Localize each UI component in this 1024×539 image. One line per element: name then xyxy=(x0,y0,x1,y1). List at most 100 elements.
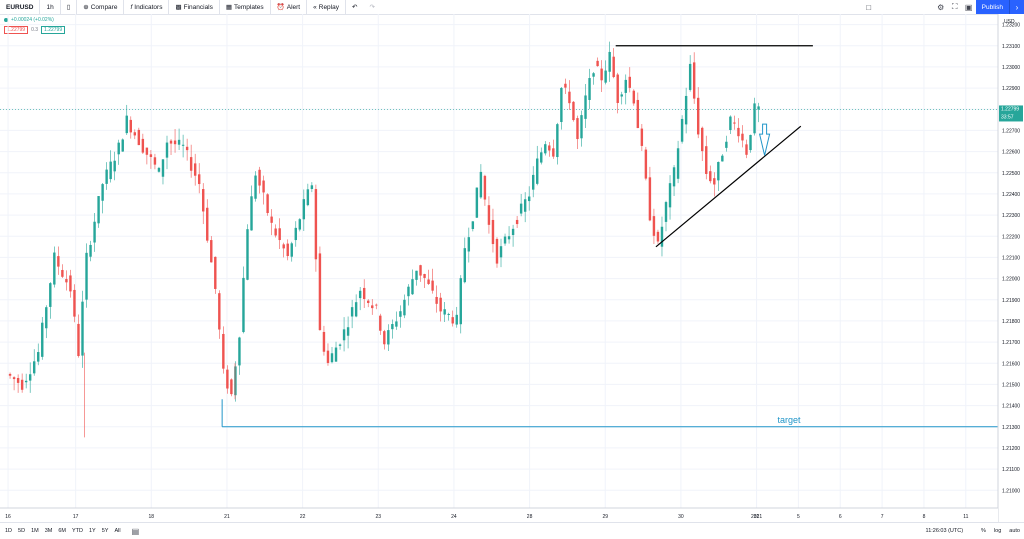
timeframe-1y[interactable]: 1Y xyxy=(88,528,96,534)
time-tick-label: 17 xyxy=(73,514,79,520)
alert-button[interactable]: ⏰ Alert xyxy=(271,0,308,14)
compare-label: Compare xyxy=(90,3,118,11)
clock[interactable]: 11:26:03 (UTC) xyxy=(925,528,964,534)
spread-value: 0.3 xyxy=(31,27,39,33)
settings-button[interactable]: ⚙ xyxy=(934,0,948,14)
timeframe-3m[interactable]: 3M xyxy=(44,528,53,534)
candle-body xyxy=(129,119,132,133)
candle-body xyxy=(459,278,462,325)
candle-body xyxy=(149,154,153,158)
candle-body xyxy=(660,226,664,247)
price-tick-label: 1.23100 xyxy=(1002,44,1020,50)
price-tick-label: 1.21300 xyxy=(1002,425,1020,431)
candle-body xyxy=(65,279,68,283)
time-tick-label: 24 xyxy=(451,514,457,520)
candle-body xyxy=(222,333,225,369)
percent-toggle[interactable]: % xyxy=(981,528,986,534)
timeframe-1d[interactable]: 1D xyxy=(5,528,13,534)
timeframe-5d[interactable]: 5D xyxy=(18,528,26,534)
timeframe-1m[interactable]: 1M xyxy=(31,528,39,534)
bottom-right: 11:26:03 (UTC) % log auto xyxy=(926,523,1020,539)
candle-body xyxy=(262,180,265,193)
candle-body xyxy=(210,240,213,263)
price-tick-label: 1.21600 xyxy=(1002,361,1020,367)
snapshot-button[interactable]: ▣ xyxy=(962,0,976,14)
candle-body xyxy=(193,163,197,176)
candle-body xyxy=(133,132,137,136)
sidebar-toggle-button[interactable]: › xyxy=(1009,0,1024,14)
time-tick-label: 22 xyxy=(300,514,306,520)
chart-style-button[interactable]: ▯ xyxy=(61,0,78,14)
layout-button[interactable]: □ xyxy=(862,0,876,14)
candle-body xyxy=(439,297,442,312)
price-tick-label: 1.21100 xyxy=(1002,467,1020,473)
date-range-icon[interactable]: ▤ xyxy=(131,526,140,536)
candle-body xyxy=(93,221,96,243)
candle-body xyxy=(181,144,185,146)
candle-body xyxy=(121,139,124,152)
candle-body xyxy=(713,178,716,185)
candle-body xyxy=(185,146,189,151)
candle-body xyxy=(640,128,644,146)
log-toggle[interactable]: log xyxy=(993,528,1002,534)
candle-body xyxy=(153,157,157,165)
candle-body xyxy=(161,159,165,177)
candle-body xyxy=(495,238,499,264)
price-tick-label: 1.22900 xyxy=(1002,86,1020,92)
fullscreen-icon: ⛶ xyxy=(951,2,958,11)
candle-body xyxy=(753,103,756,134)
candle-body xyxy=(362,287,366,299)
candle-body xyxy=(77,323,80,357)
time-tick-label: 18 xyxy=(149,514,155,520)
bar-chart-icon: ▩ xyxy=(175,4,182,11)
symbol-search[interactable]: EURUSD xyxy=(0,0,41,14)
candle-body xyxy=(596,60,599,67)
redo-button[interactable]: ↷ xyxy=(363,0,380,14)
candle-body xyxy=(354,302,358,317)
time-tick-label: 8 xyxy=(923,514,926,520)
price-axis-bg xyxy=(998,14,1024,522)
candle-body xyxy=(61,269,64,277)
candle-body xyxy=(447,313,450,315)
publish-label: Publish xyxy=(981,3,1003,11)
timeframe-5y[interactable]: 5Y xyxy=(101,528,109,534)
candle-body xyxy=(536,158,539,184)
price-tick-label: 1.23200 xyxy=(1002,23,1020,29)
price-tick-label: 1.22600 xyxy=(1002,150,1020,156)
candle-body xyxy=(342,329,346,341)
time-tick-label: 11 xyxy=(963,514,968,520)
replay-button[interactable]: « Replay xyxy=(307,0,346,14)
time-tick-label: 31 xyxy=(754,514,760,520)
candle-body xyxy=(588,78,591,100)
interval-button[interactable]: 1h xyxy=(40,0,61,14)
templates-button[interactable]: ▦ Templates xyxy=(220,0,271,14)
undo-button[interactable]: ↶ xyxy=(346,0,363,14)
indicators-button[interactable]: f Indicators xyxy=(124,0,170,14)
candle-body xyxy=(37,352,40,362)
candle-body xyxy=(672,167,676,187)
ask-box[interactable]: 1.22799 xyxy=(41,26,66,34)
price-tick-label: 1.22400 xyxy=(1002,192,1020,198)
grid-icon: ▦ xyxy=(225,4,233,11)
timeframe-6m[interactable]: 6M xyxy=(58,528,66,534)
publish-button[interactable]: Publish xyxy=(975,0,1009,14)
compare-button[interactable]: ⊕ Compare xyxy=(77,0,125,14)
candle-body xyxy=(592,73,595,77)
timeframe-ytd[interactable]: YTD xyxy=(71,528,83,534)
candle-body xyxy=(467,237,471,252)
candle-body xyxy=(177,139,181,145)
candle-body xyxy=(572,101,575,121)
financials-button[interactable]: ▩ Financials xyxy=(169,0,220,14)
price-axis[interactable]: 1.232001.231001.230001.229001.228001.227… xyxy=(997,14,1024,522)
bid-box[interactable]: 1.22799 xyxy=(4,26,29,34)
auto-toggle[interactable]: auto xyxy=(1009,528,1020,534)
price-tick-label: 1.22500 xyxy=(1002,171,1020,177)
price-tick-label: 1.21900 xyxy=(1002,298,1020,304)
fullscreen-button[interactable]: ⛶ xyxy=(948,0,962,14)
candle-body xyxy=(692,62,696,99)
price-tick-label: 1.22000 xyxy=(1002,277,1020,283)
price-chart[interactable]: target 1.232001.231001.230001.229001.228… xyxy=(0,14,1024,522)
timeframe-all[interactable]: All xyxy=(114,528,121,534)
candle-body xyxy=(628,76,631,88)
